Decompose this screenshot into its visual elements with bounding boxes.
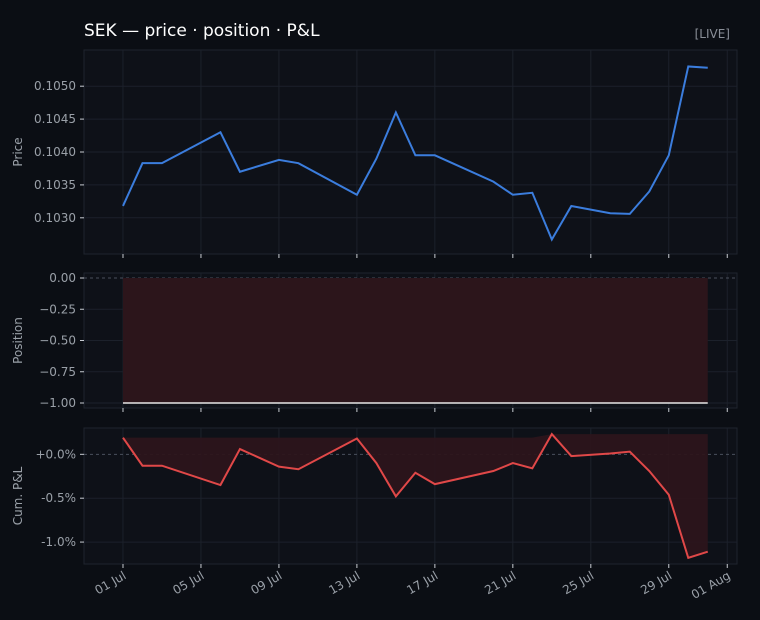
- pnl-drawdown-area: [122, 434, 708, 558]
- chart-title: SEK — price · position · P&L: [84, 21, 320, 41]
- panel-2-ytick-label-2: -1.0%: [41, 535, 76, 549]
- xtick-label-2: 09 Jul: [248, 568, 284, 597]
- panel-0-ytick-label-2: 0.1040: [34, 145, 76, 159]
- xtick-label-7: 29 Jul: [638, 568, 674, 597]
- xtick-label-5: 21 Jul: [482, 568, 518, 597]
- panel-1-ytick-label-3: −0.75: [39, 365, 76, 379]
- panel-1-ytick-label-2: −0.50: [39, 334, 76, 348]
- xtick-label-3: 13 Jul: [326, 568, 362, 597]
- xtick-label-1: 05 Jul: [170, 568, 206, 597]
- position-area: [122, 278, 708, 403]
- xtick-label-8: 01 Aug: [689, 568, 733, 601]
- panel-0-ytick-label-3: 0.1045: [34, 112, 76, 126]
- panel-2-ytick-label-1: -0.5%: [41, 491, 76, 505]
- panel-0-ytick-label-4: 0.1050: [34, 79, 76, 93]
- price-line: [122, 65, 708, 242]
- panel-2-ytick-label-0: +0.0%: [35, 447, 76, 461]
- panel-1-ytick-label-1: −0.25: [39, 302, 76, 316]
- panel-2-ylabel: Cum. P&L: [11, 466, 25, 525]
- xtick-label-0: 01 Jul: [92, 568, 128, 597]
- xtick-label-4: 17 Jul: [404, 568, 440, 597]
- live-badge: [LIVE]: [694, 27, 730, 41]
- xtick-label-6: 25 Jul: [560, 568, 596, 597]
- panel-1-ytick-label-0: 0.00: [49, 271, 76, 285]
- panel-1-ylabel: Position: [11, 317, 25, 364]
- panel-0-ylabel: Price: [11, 137, 25, 166]
- pnl-line: [122, 432, 709, 560]
- panel-0-ytick-label-1: 0.1035: [34, 178, 76, 192]
- panel-0-ytick-label-0: 0.1030: [34, 211, 76, 225]
- panel-1-ytick-label-4: −1.00: [39, 396, 76, 410]
